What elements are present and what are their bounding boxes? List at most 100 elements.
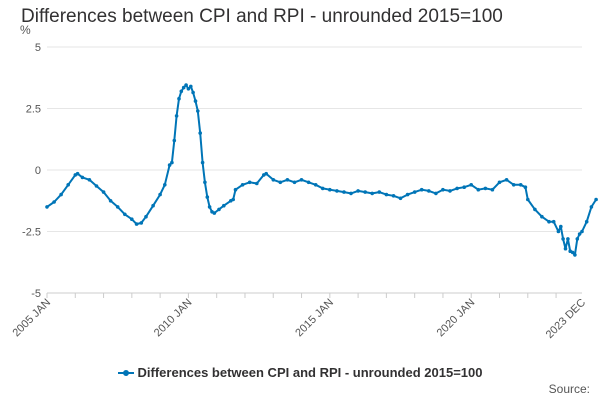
data-point[interactable] (356, 189, 360, 193)
data-point[interactable] (222, 203, 226, 208)
data-point[interactable] (186, 87, 191, 91)
data-point[interactable] (123, 212, 127, 217)
data-point[interactable] (577, 232, 582, 236)
source-credit[interactable]: Source: (548, 382, 590, 396)
data-point[interactable] (455, 186, 459, 191)
data-point[interactable] (391, 194, 396, 198)
data-point[interactable] (412, 190, 417, 194)
data-point[interactable] (170, 160, 174, 165)
data-point[interactable] (233, 187, 238, 192)
data-point[interactable] (448, 189, 452, 193)
data-point[interactable] (299, 178, 304, 182)
data-point[interactable] (191, 90, 195, 95)
data-point[interactable] (584, 219, 589, 224)
data-point[interactable] (94, 184, 99, 188)
data-point[interactable] (497, 180, 502, 185)
data-point[interactable] (398, 196, 403, 201)
data-point[interactable] (172, 138, 177, 143)
data-point[interactable] (561, 237, 565, 241)
data-point[interactable] (476, 187, 481, 192)
data-point[interactable] (207, 205, 212, 209)
data-point[interactable] (335, 189, 339, 193)
data-point[interactable] (101, 190, 106, 194)
data-point[interactable] (163, 183, 167, 187)
data-point[interactable] (547, 219, 551, 224)
data-point[interactable] (177, 96, 181, 101)
data-point[interactable] (580, 229, 584, 234)
data-point[interactable] (363, 190, 368, 194)
data-point[interactable] (189, 84, 193, 89)
data-point[interactable] (203, 180, 207, 185)
data-point[interactable] (75, 171, 80, 176)
data-point[interactable] (405, 192, 410, 197)
data-point[interactable] (556, 229, 561, 234)
data-point[interactable] (377, 190, 382, 194)
data-point[interactable] (518, 183, 523, 187)
data-point[interactable] (575, 237, 580, 241)
data-point[interactable] (158, 192, 162, 197)
data-point[interactable] (45, 205, 49, 209)
data-point[interactable] (469, 183, 474, 187)
data-point[interactable] (205, 195, 210, 199)
series-line[interactable] (46, 84, 597, 256)
data-point[interactable] (427, 189, 431, 193)
data-point[interactable] (594, 197, 598, 202)
data-point[interactable] (292, 180, 297, 185)
data-point[interactable] (196, 109, 200, 113)
data-point[interactable] (526, 197, 530, 202)
data-point[interactable] (130, 217, 134, 221)
data-point[interactable] (247, 180, 252, 185)
data-point[interactable] (384, 192, 389, 197)
data-point[interactable] (139, 221, 144, 225)
data-point[interactable] (144, 214, 148, 219)
data-point[interactable] (342, 190, 346, 194)
data-point[interactable] (59, 192, 63, 197)
data-point[interactable] (434, 191, 438, 196)
data-point[interactable] (573, 253, 577, 257)
data-point[interactable] (589, 205, 594, 209)
data-point[interactable] (511, 183, 516, 187)
data-point[interactable] (320, 186, 325, 191)
data-point[interactable] (193, 99, 198, 103)
data-point[interactable] (271, 178, 276, 182)
data-point[interactable] (370, 191, 375, 196)
data-point[interactable] (134, 222, 139, 226)
data-point[interactable] (87, 178, 92, 182)
data-point[interactable] (115, 205, 120, 209)
data-point[interactable] (313, 183, 318, 187)
data-point[interactable] (80, 175, 85, 180)
data-point[interactable] (419, 187, 424, 192)
data-point[interactable] (306, 180, 311, 185)
data-point[interactable] (212, 211, 217, 215)
data-point[interactable] (264, 171, 269, 176)
data-point[interactable] (254, 181, 259, 186)
data-point[interactable] (174, 114, 179, 118)
data-point[interactable] (231, 197, 235, 202)
data-point[interactable] (328, 187, 332, 192)
data-point[interactable] (198, 131, 202, 135)
data-point[interactable] (523, 185, 528, 189)
data-point[interactable] (559, 224, 563, 229)
data-point[interactable] (570, 250, 575, 255)
data-point[interactable] (349, 191, 353, 196)
data-point[interactable] (551, 219, 556, 224)
data-point[interactable] (181, 85, 186, 90)
data-point[interactable] (441, 187, 445, 192)
data-point[interactable] (462, 185, 467, 189)
data-point[interactable] (285, 178, 290, 182)
data-point[interactable] (200, 160, 205, 165)
data-point[interactable] (566, 237, 570, 241)
data-point[interactable] (66, 183, 70, 187)
data-point[interactable] (240, 183, 245, 187)
data-point[interactable] (167, 163, 172, 167)
data-point[interactable] (563, 246, 568, 251)
data-point[interactable] (179, 89, 184, 94)
legend[interactable]: Differences between CPI and RPI - unroun… (0, 365, 600, 380)
data-point[interactable] (533, 207, 537, 212)
data-point[interactable] (184, 83, 188, 87)
data-point[interactable] (217, 207, 221, 212)
data-point[interactable] (151, 203, 155, 208)
data-point[interactable] (108, 199, 113, 203)
data-point[interactable] (540, 214, 544, 219)
data-point[interactable] (504, 178, 509, 182)
